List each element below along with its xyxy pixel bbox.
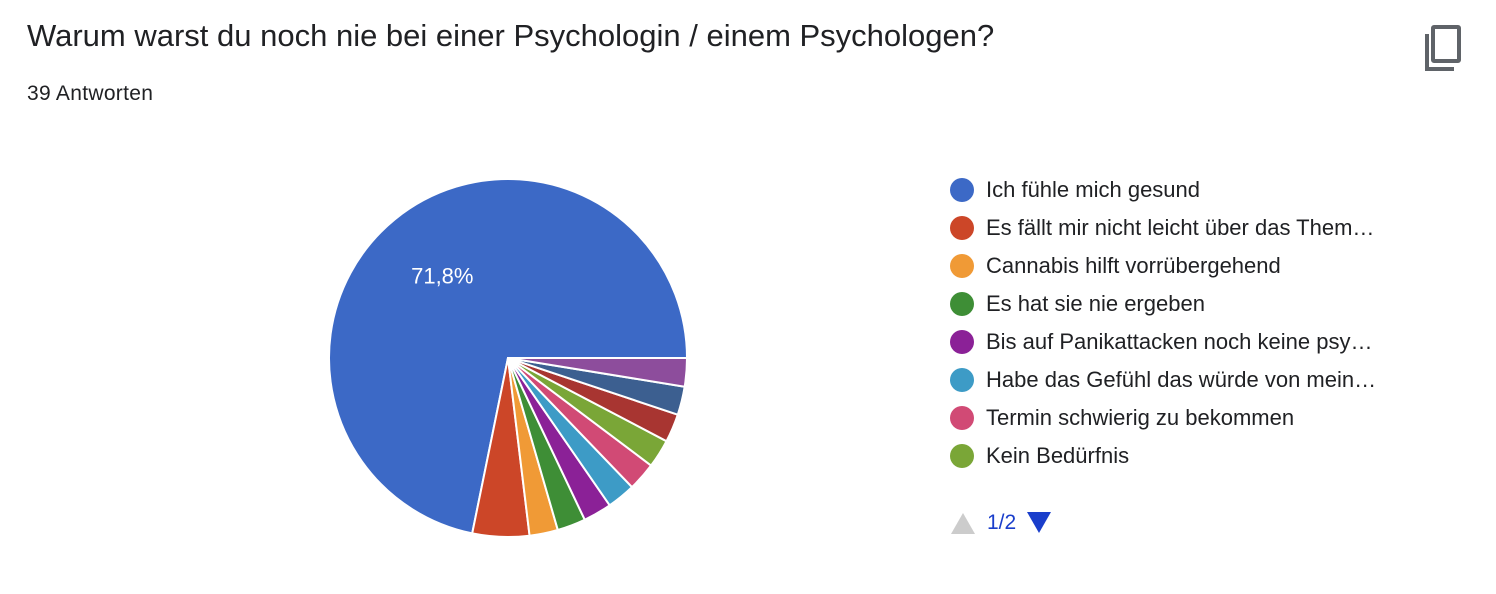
triangle-up-icon[interactable] — [950, 510, 976, 536]
legend-label: Habe das Gefühl das würde von mein… — [986, 367, 1377, 392]
pie-slice — [328, 178, 688, 535]
legend-color-dot — [950, 330, 974, 354]
legend-item: Kein Bedürfnis — [950, 437, 1376, 475]
legend-color-dot — [950, 368, 974, 392]
legend-color-dot — [950, 292, 974, 316]
pager-text: 1/2 — [987, 511, 1017, 534]
legend-label: Cannabis hilft vorrübergehend — [986, 253, 1281, 278]
legend-color-dot — [950, 254, 974, 278]
legend-label: Kein Bedürfnis — [986, 443, 1130, 468]
legend-item: Ich fühle mich gesund — [950, 171, 1376, 209]
legend-color-dot — [950, 406, 974, 430]
legend-item: Habe das Gefühl das würde von mein… — [950, 361, 1376, 399]
legend-item: Bis auf Panikattacken noch keine psy… — [950, 323, 1376, 361]
legend-color-dot — [950, 216, 974, 240]
pie-slice — [507, 357, 688, 388]
legend-item: Es fällt mir nicht leicht über das Them… — [950, 209, 1376, 247]
legend-item: Es hat sie nie ergeben — [950, 285, 1376, 323]
copy-icon — [1425, 25, 1461, 71]
response-count: 39 Antworten — [27, 82, 154, 105]
legend-pager: 1/2 — [950, 510, 1052, 536]
legend-label: Ich fühle mich gesund — [986, 177, 1201, 202]
legend: Ich fühle mich gesund Es fällt mir nicht … — [950, 171, 1376, 475]
legend-item: Cannabis hilft vorrübergehend — [950, 247, 1376, 285]
copy-chart-button[interactable] — [1414, 20, 1470, 76]
legend-color-dot — [950, 444, 974, 468]
triangle-down-icon[interactable] — [1026, 510, 1052, 536]
legend-item: Termin schwierig zu bekommen — [950, 399, 1376, 437]
legend-label: Es fällt mir nicht leicht über das Them… — [986, 215, 1375, 240]
chart-title: Warum warst du noch nie bei einer Psycho… — [27, 18, 995, 53]
legend-label: Bis auf Panikattacken noch keine psy… — [986, 329, 1373, 354]
legend-color-dot — [950, 178, 974, 202]
legend-label: Termin schwierig zu bekommen — [986, 405, 1295, 430]
legend-label: Es hat sie nie ergeben — [986, 291, 1205, 316]
pie-chart: 71,8% — [328, 178, 688, 538]
slice-data-label: 71,8% — [411, 263, 473, 288]
